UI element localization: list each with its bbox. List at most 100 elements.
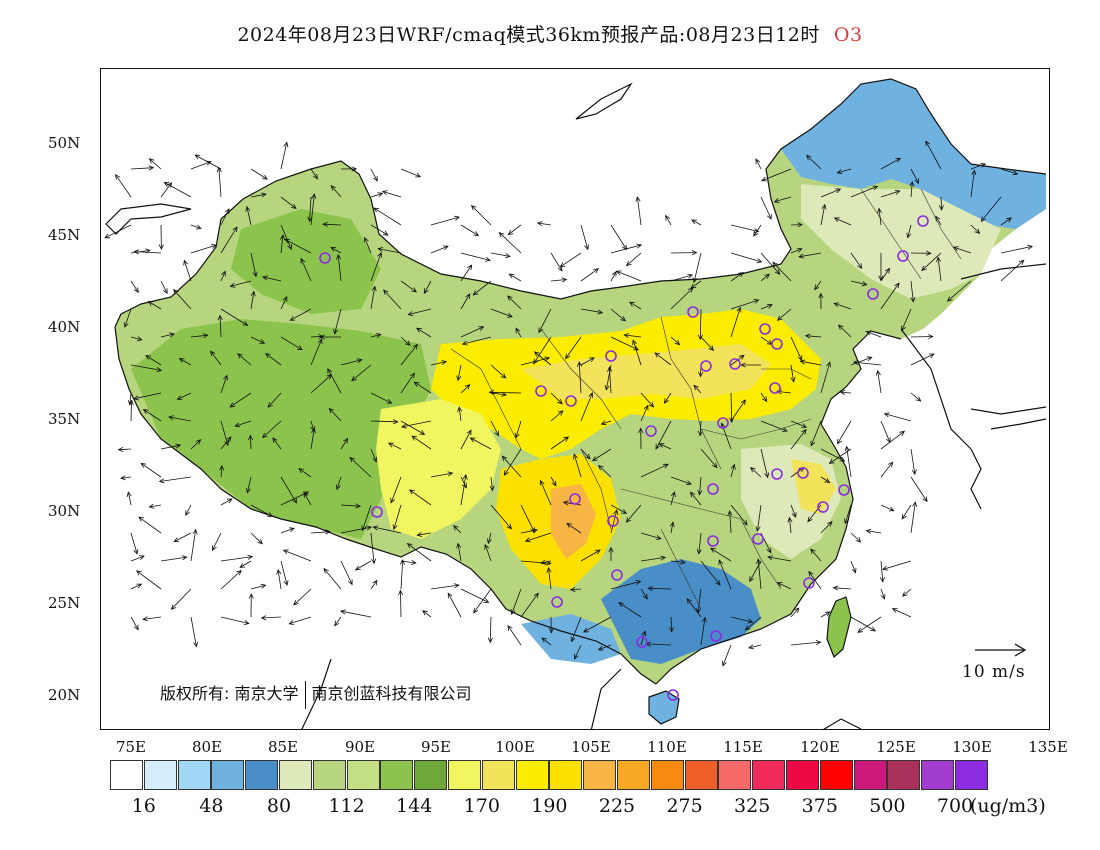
wind-arrow-head xyxy=(210,350,216,357)
wind-arrow-head xyxy=(533,592,539,599)
wind-arrow-head xyxy=(292,497,297,504)
wind-arrow-shaft xyxy=(540,480,552,506)
wind-arrow-shaft xyxy=(235,420,252,427)
wind-arrow-head xyxy=(248,593,254,599)
wind-arrow-head xyxy=(288,527,295,533)
wind-arrow-head xyxy=(267,402,273,408)
wind-arrow-shaft xyxy=(220,436,232,450)
wind-arrow-shaft xyxy=(790,364,795,382)
wind-arrow-shaft xyxy=(212,532,222,551)
wind-arrow-shaft xyxy=(560,252,582,268)
wind-arrow-head xyxy=(569,586,576,592)
wind-arrow-head xyxy=(844,518,849,525)
wind-arrow-head xyxy=(456,542,462,549)
wind-arrow-shaft xyxy=(130,280,139,293)
wind-arrow-head xyxy=(557,410,564,416)
wind-arrow-shaft xyxy=(400,168,421,178)
wind-arrow-shaft xyxy=(340,438,348,450)
wind-arrow-head xyxy=(510,609,516,616)
wind-arrow-head xyxy=(283,141,289,148)
wind-arrow-head xyxy=(613,509,619,516)
wind-arrow-shaft xyxy=(880,588,885,600)
wind-arrow-head xyxy=(276,568,282,575)
wind-arrow-shaft xyxy=(700,336,714,351)
wind-arrow-head xyxy=(289,316,296,321)
wind-arrow-head xyxy=(386,398,393,404)
ozone-map[interactable] xyxy=(101,69,1050,730)
wind-arrow-shaft xyxy=(833,587,852,590)
wind-arrow-shaft xyxy=(334,616,342,626)
wind-arrow-head xyxy=(307,216,313,223)
wind-arrow-shaft xyxy=(880,461,894,478)
wind-arrow-head xyxy=(311,193,317,199)
wind-arrow-head xyxy=(507,625,513,631)
wind-arrow-head xyxy=(478,326,485,331)
wind-arrow-head xyxy=(598,464,604,471)
wind-arrow-shaft xyxy=(490,420,499,436)
wind-arrow-head xyxy=(538,327,544,334)
wind-arrow-head xyxy=(408,489,415,495)
wind-arrow-head xyxy=(148,503,155,509)
wind-arrow-shaft xyxy=(190,161,211,170)
wind-arrow-head xyxy=(774,269,781,275)
wind-arrow-head xyxy=(176,395,183,400)
wind-arrow-head xyxy=(334,620,340,627)
wind-arrow-shaft xyxy=(710,547,732,562)
wind-arrow-shaft xyxy=(280,296,288,310)
wind-arrow-shaft xyxy=(601,420,612,425)
wind-arrow-shaft xyxy=(136,570,162,590)
wind-arrow-head xyxy=(687,287,694,293)
wind-arrow-head xyxy=(515,327,521,334)
city-marker-icon xyxy=(838,484,850,496)
wind-arrow-shaft xyxy=(284,238,312,254)
city-marker-icon xyxy=(636,636,648,648)
wind-arrow-shaft xyxy=(790,420,807,428)
wind-arrow-head xyxy=(267,512,273,517)
wind-arrow-shaft xyxy=(400,373,415,394)
wind-arrow-shaft xyxy=(499,232,522,254)
wind-arrow-head xyxy=(810,440,816,447)
wind-arrow-shaft xyxy=(760,252,780,275)
wind-arrow-head xyxy=(423,288,429,294)
wind-arrow-shaft xyxy=(388,442,402,450)
wind-arrow-shaft xyxy=(910,502,916,534)
wind-arrow-head xyxy=(173,289,179,295)
wind-arrow-head xyxy=(668,627,674,633)
wind-arrow-shaft xyxy=(130,532,138,555)
wind-arrow-head xyxy=(611,270,617,277)
wind-arrow-shaft xyxy=(511,588,522,615)
wind-arrow-head xyxy=(794,607,800,614)
wind-arrow-head xyxy=(382,230,389,236)
wind-arrow-shaft xyxy=(190,616,197,647)
wind-arrow-head xyxy=(486,538,492,545)
map-frame[interactable] xyxy=(100,68,1050,730)
wind-arrow-shaft xyxy=(718,559,732,590)
wind-arrow-head xyxy=(851,567,857,574)
wind-arrow-shaft xyxy=(857,616,882,633)
wind-arrow-head xyxy=(375,333,382,338)
wind-arrow-shaft xyxy=(693,252,702,283)
wind-arrow-head xyxy=(262,432,268,439)
wind-arrow-shaft xyxy=(220,375,228,394)
coastlines xyxy=(105,78,1047,729)
wind-arrow-head xyxy=(473,231,480,237)
wind-arrow-head xyxy=(875,369,881,376)
wind-arrow-head xyxy=(776,582,783,587)
wind-arrow-head xyxy=(473,607,479,614)
legend-swatch xyxy=(312,760,346,790)
wind-arrow-shaft xyxy=(550,252,563,272)
legend-swatch xyxy=(583,760,617,790)
wind-arrow-head xyxy=(912,501,918,508)
wind-arrow-shaft xyxy=(790,248,802,254)
wind-arrow-shaft xyxy=(866,530,882,534)
wind-arrow-head xyxy=(392,524,398,531)
wind-arrow-head xyxy=(400,423,407,429)
wind-arrow-shaft xyxy=(610,224,627,250)
wind-arrow-shaft xyxy=(489,616,492,643)
wind-arrow-head xyxy=(178,358,185,363)
wind-arrow-shaft xyxy=(760,273,770,282)
wind-arrow-head xyxy=(507,312,513,318)
wind-arrow-shaft xyxy=(327,368,342,394)
wind-arrow-head xyxy=(138,516,144,522)
wind-arrow-shaft xyxy=(626,504,642,523)
